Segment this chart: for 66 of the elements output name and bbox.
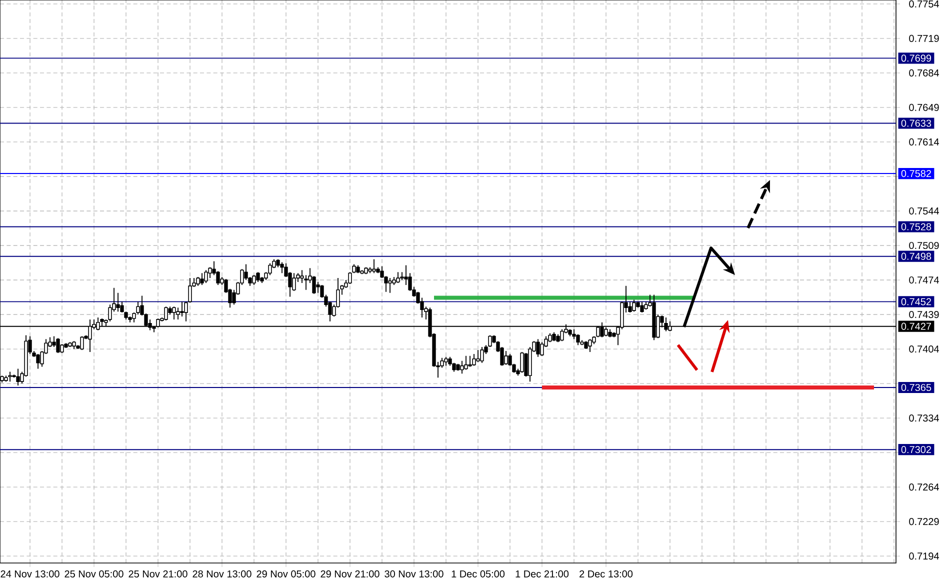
y-tick-label: 0.7509 — [909, 242, 939, 250]
candlestick — [172, 306, 176, 320]
ref-line-label: 0.7302 — [901, 446, 932, 454]
candlestick — [464, 355, 468, 370]
candlestick — [472, 353, 476, 366]
y-tick-label: 0.7649 — [909, 104, 939, 112]
y-tick-label: 0.7719 — [909, 34, 939, 42]
x-tick-label: 24 Nov 13:00 — [0, 570, 60, 578]
y-tick-label: 0.7264 — [909, 484, 940, 491]
ref-line-label: 0.7452 — [901, 298, 932, 306]
candlestick — [388, 278, 392, 294]
y-tick-label: 0.7334 — [909, 414, 940, 422]
candlestick — [476, 350, 480, 362]
candlestick — [396, 272, 400, 284]
candlestick — [468, 355, 472, 368]
ref-line-label: 0.7365 — [901, 384, 932, 392]
candlestick — [56, 338, 60, 354]
y-tick-label: 0.7544 — [909, 207, 940, 215]
x-tick-label: 25 Nov 05:00 — [64, 570, 124, 578]
ref-line-label: 0.7699 — [901, 54, 932, 62]
candlestick — [36, 353, 40, 370]
y-tick-label: 0.7474 — [909, 276, 940, 284]
candlestick — [576, 334, 580, 346]
x-tick-label: 30 Nov 13:00 — [384, 570, 444, 578]
candlestick — [640, 301, 644, 314]
y-tick-label: 0.7684 — [909, 69, 940, 77]
candlestick — [80, 336, 84, 350]
candlestick — [372, 258, 376, 274]
candlestick — [180, 301, 184, 317]
x-tick-label: 1 Dec 05:00 — [452, 570, 505, 578]
x-tick-label: 1 Dec 21:00 — [516, 570, 569, 578]
candlestick — [16, 368, 20, 386]
candlestick — [8, 371, 12, 382]
candlestick — [256, 272, 260, 282]
ref-line-label: 0.7582 — [901, 170, 932, 178]
candlestick — [116, 292, 120, 312]
y-tick-label: 0.7229 — [909, 518, 939, 526]
candlestick — [588, 338, 592, 352]
candlestick — [480, 346, 484, 364]
ref-line-label: 0.7498 — [901, 252, 932, 260]
x-tick-label: 2 Dec 13:00 — [580, 570, 633, 578]
x-tick-label: 28 Nov 13:00 — [192, 570, 252, 578]
candlestick — [536, 338, 540, 358]
candlestick — [164, 306, 168, 321]
ref-line-label: 0.7528 — [901, 223, 932, 230]
candlestick — [504, 350, 508, 366]
candlestick — [268, 262, 272, 276]
candlestick — [460, 360, 464, 374]
candlestick — [280, 262, 284, 274]
ref-line-label: 0.7427 — [901, 322, 932, 330]
candlestick — [524, 352, 528, 378]
y-tick-label: 0.7754 — [909, 0, 940, 8]
ref-line-label: 0.7633 — [901, 120, 932, 127]
candlestick — [204, 270, 208, 284]
y-tick-label: 0.7194 — [909, 552, 940, 560]
x-tick-label: 25 Nov 21:00 — [128, 570, 188, 578]
candlestick — [632, 299, 636, 312]
candlestick — [252, 274, 256, 286]
y-tick-label: 0.7439 — [909, 310, 939, 318]
candlestick — [520, 352, 524, 374]
x-tick-label: 29 Nov 05:00 — [256, 570, 316, 578]
y-tick-label: 0.7614 — [909, 138, 940, 146]
candlestick — [560, 328, 564, 342]
y-tick-label: 0.7404 — [909, 345, 940, 353]
candlestick — [200, 272, 204, 286]
x-tick-label: 29 Nov 21:00 — [320, 570, 380, 578]
